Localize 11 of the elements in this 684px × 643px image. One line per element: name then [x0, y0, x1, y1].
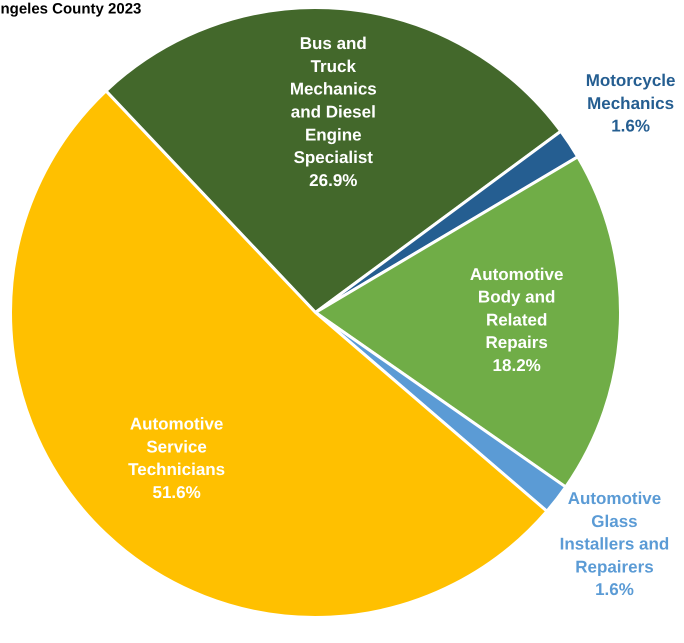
slice-label: Automotive Glass Installers and Repairers	[560, 489, 670, 576]
data-label: 18.2%	[492, 356, 541, 375]
data-label: 26.9%	[309, 170, 358, 190]
slice-label: Automotive Body and Related Repairs	[470, 264, 564, 352]
slice-label: Bus and Truck Mechanics and Diesel Engine Specialist	[290, 34, 377, 168]
data-label: 1.6%	[611, 116, 650, 136]
slice-label: Automotive Service Technicians	[128, 414, 226, 480]
data-label: 51.6%	[152, 482, 201, 502]
data-label: 1.6%	[595, 580, 634, 600]
chart-title: ngeles County 2023	[0, 0, 142, 18]
slice-label: Motorcycle Mechanics	[586, 71, 676, 113]
